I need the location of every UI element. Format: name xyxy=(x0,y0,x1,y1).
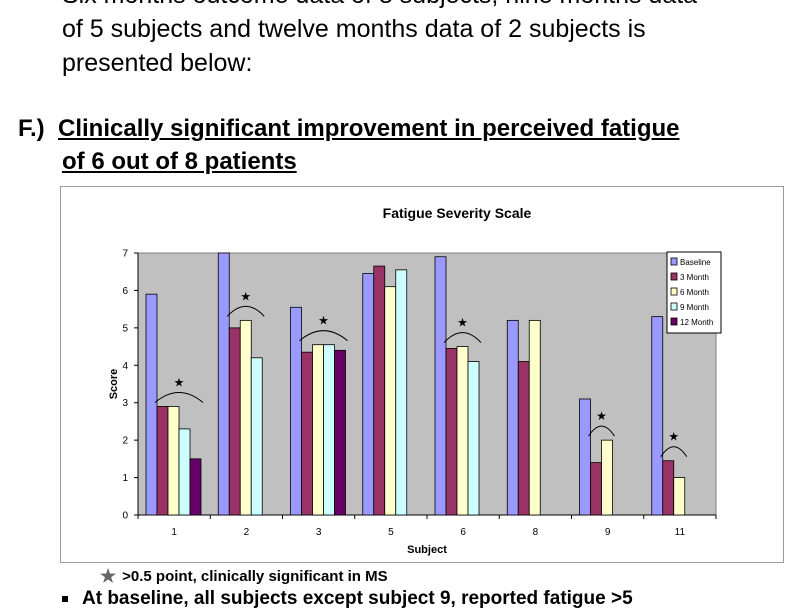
bar-6-month xyxy=(384,286,397,516)
bullet-icon xyxy=(62,595,68,602)
intro-paragraph: Six months outcome data of 8 subjects, n… xyxy=(62,0,782,80)
bar-baseline xyxy=(362,273,375,516)
bar-9-month xyxy=(395,269,408,516)
bar-3-month xyxy=(662,460,675,516)
section-title-line-2: of 6 out of 8 patients xyxy=(62,148,297,175)
bar-6-month xyxy=(528,319,541,516)
y-tick-label: 3 xyxy=(122,398,128,409)
bar-baseline xyxy=(579,398,591,516)
chart-title: Fatigue Severity Scale xyxy=(383,205,532,221)
footnote-text: >0.5 point, clinically significant in MS xyxy=(122,568,388,585)
bar-9-month xyxy=(178,428,191,516)
legend-label: Baseline xyxy=(680,258,711,267)
bar-3-month xyxy=(373,265,386,516)
bar-6-month xyxy=(167,406,180,516)
intro-line-1: Six months outcome data of 8 subjects, n… xyxy=(62,0,782,12)
x-tick-label: 8 xyxy=(533,527,539,538)
significance-arc xyxy=(226,305,265,317)
significance-arc xyxy=(660,446,688,458)
intro-line-3: presented below: xyxy=(62,49,253,77)
x-tick-label: 3 xyxy=(316,527,322,538)
star-icon: ★ xyxy=(174,375,185,389)
legend-label: 3 Month xyxy=(680,273,709,282)
footnote: ★ >0.5 point, clinically significant in M… xyxy=(100,566,388,587)
x-tick-label: 9 xyxy=(605,527,611,538)
legend-label: 6 Month xyxy=(680,288,709,297)
section-title-line-1: Clinically significant improvement in pe… xyxy=(58,115,680,142)
bar-baseline xyxy=(651,316,664,516)
bar-baseline xyxy=(145,293,158,516)
bullet-text: At baseline, all subjects except subject… xyxy=(82,588,633,609)
bar-9-month xyxy=(250,357,263,516)
y-tick-label: 2 xyxy=(122,436,128,447)
bar-3-month xyxy=(228,327,241,516)
bar-baseline xyxy=(434,256,447,516)
legend-swatch xyxy=(670,302,678,311)
y-tick-label: 4 xyxy=(122,361,128,372)
section-number: F.) xyxy=(18,115,45,142)
significance-arc xyxy=(443,332,482,343)
bar-baseline xyxy=(290,306,302,516)
legend-swatch xyxy=(670,272,678,281)
x-tick-label: 2 xyxy=(244,527,250,538)
bar-6-month xyxy=(673,477,686,516)
y-tick-label: 1 xyxy=(122,473,128,484)
bullet-point: At baseline, all subjects except subject… xyxy=(62,588,633,610)
bar-3-month xyxy=(156,406,169,516)
legend-label: 12 Month xyxy=(680,318,713,327)
y-tick-label: 7 xyxy=(122,249,128,260)
star-icon: ★ xyxy=(318,314,329,328)
legend-swatch xyxy=(670,287,678,296)
bar-3-month xyxy=(517,361,530,516)
star-icon: ★ xyxy=(596,409,607,423)
bar-baseline xyxy=(217,252,230,516)
bar-6-month xyxy=(239,319,252,516)
significance-arc xyxy=(154,391,204,403)
fatigue-chart: Fatigue Severity Scale 0 1 2 3 4 5 6 7 Score Subje… xyxy=(108,205,722,556)
x-tick-label: 5 xyxy=(388,527,394,538)
bar-12-month xyxy=(189,458,202,516)
bar-baseline xyxy=(506,319,519,516)
y-tick-label: 5 xyxy=(122,323,128,334)
bar-12-month xyxy=(334,349,346,516)
bar-3-month xyxy=(590,462,602,516)
star-icon: ★ xyxy=(240,289,251,303)
bar-9-month xyxy=(467,361,480,516)
legend-label: 9 Month xyxy=(680,303,709,312)
bar-6-month xyxy=(456,346,469,516)
bar-6-month xyxy=(601,439,613,516)
x-tick-label: 11 xyxy=(675,527,686,538)
y-axis-label: Score xyxy=(108,369,120,400)
y-tick-label: 0 xyxy=(122,511,128,522)
x-tick-label: 6 xyxy=(460,527,466,538)
significance-arc xyxy=(588,425,615,437)
x-tick-label: 1 xyxy=(171,527,177,538)
significance-arc xyxy=(299,330,348,342)
bar-3-month xyxy=(301,351,313,516)
star-icon: ★ xyxy=(668,430,679,444)
intro-line-2: of 5 subjects and twelve months data of … xyxy=(62,15,646,43)
legend-swatch xyxy=(670,257,678,266)
star-icon: ★ xyxy=(100,566,117,586)
y-tick-label: 6 xyxy=(122,286,128,297)
x-axis-label: Subject xyxy=(407,544,447,556)
legend-swatch xyxy=(670,317,678,326)
bar-6-month xyxy=(312,344,324,516)
bar-3-month xyxy=(445,348,458,516)
star-icon: ★ xyxy=(457,316,468,330)
bar-9-month xyxy=(323,344,335,516)
